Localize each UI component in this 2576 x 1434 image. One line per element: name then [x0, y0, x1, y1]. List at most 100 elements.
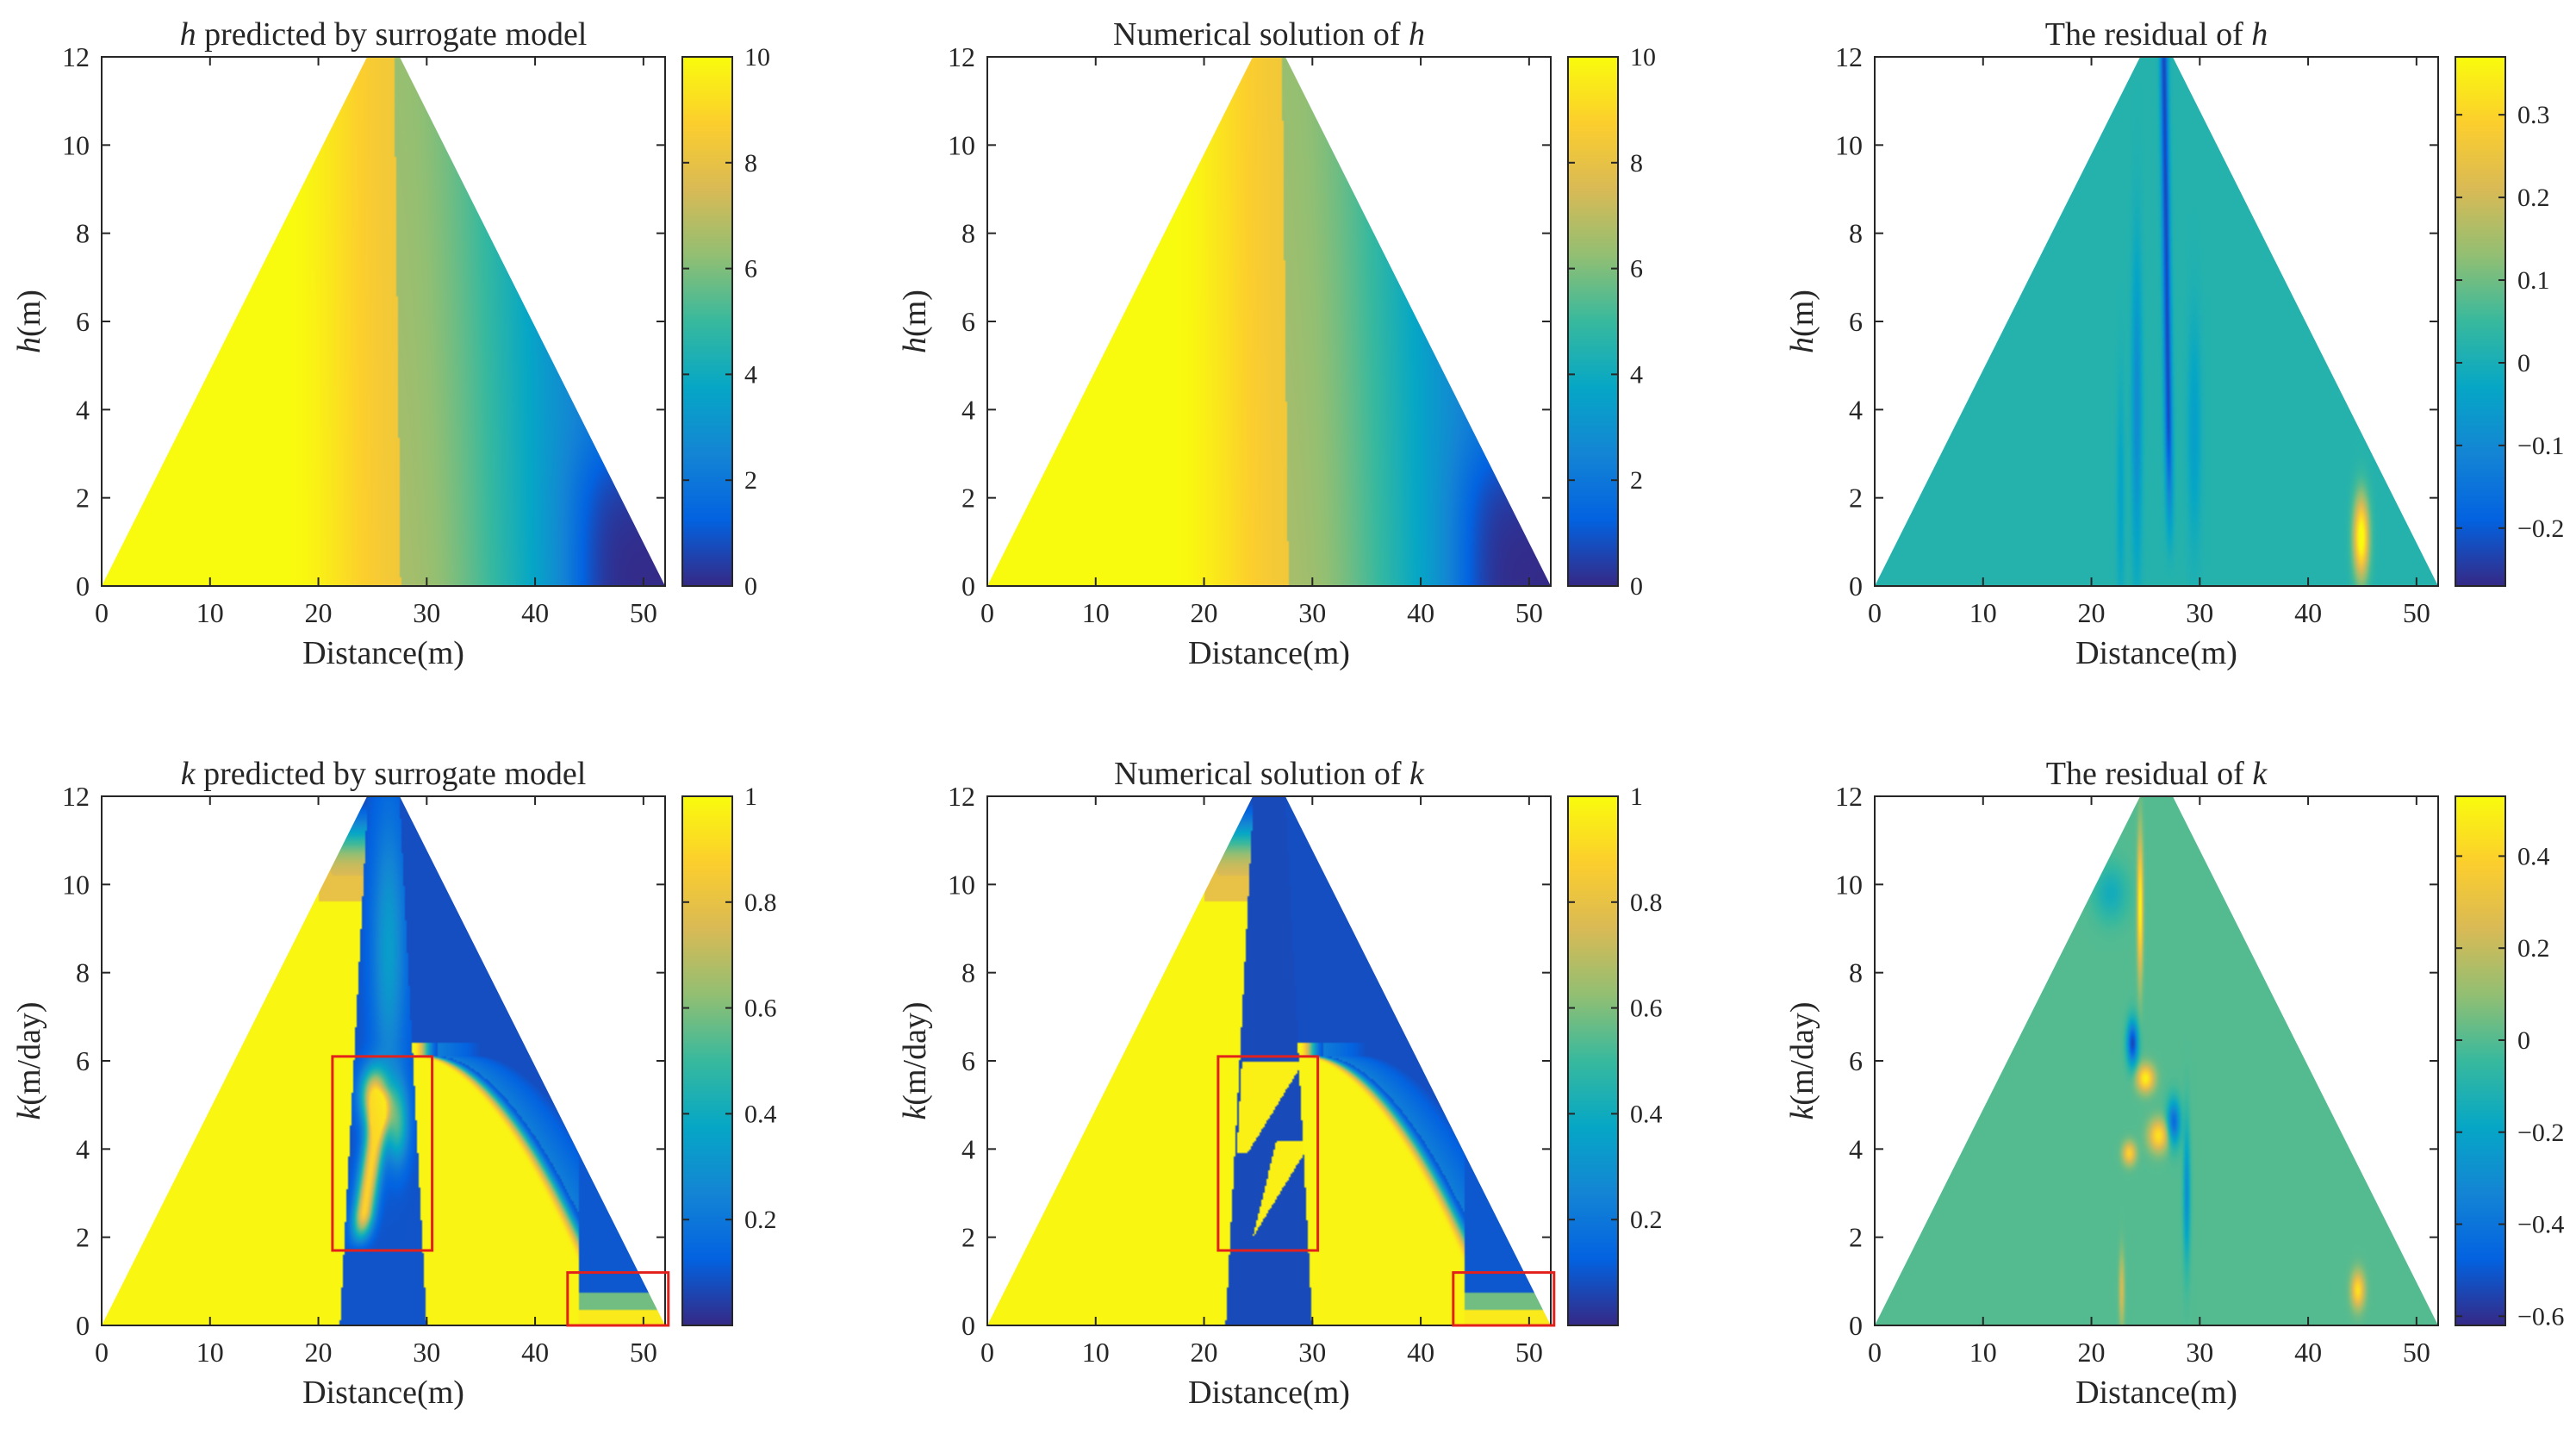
y-tick-label: 4 [1849, 1133, 1863, 1164]
chart-title: The residual of h [2045, 16, 2268, 53]
y-tick-label: 10 [1835, 129, 1863, 160]
colorbar-tick-label: 10 [744, 43, 770, 72]
y-tick-label: 4 [76, 394, 90, 425]
x-tick-label: 40 [521, 597, 549, 628]
x-axis-label: Distance(m) [1188, 1375, 1350, 1411]
colorbar-tick-label: 1 [1630, 782, 1643, 811]
y-axis-label: k(m/day) [11, 1001, 47, 1119]
x-tick-label: 50 [630, 1337, 657, 1368]
y-tick-label: 12 [62, 781, 90, 812]
x-tick-label: 40 [2294, 597, 2322, 628]
y-axis-label: k(m/day) [897, 1001, 933, 1119]
y-axis-label: h(m) [897, 290, 933, 353]
colorbar-tick-label: 0.1 [2517, 266, 2550, 295]
heatmap-k-res [1875, 796, 2438, 1325]
chart-title-var: k [1409, 756, 1425, 792]
panel-k-res: 0 10 20 30 40 50 0 2 4 6 8 10 12 The residual of k Dis… [1784, 756, 2564, 1411]
colorbar-frame [1567, 795, 1619, 1326]
y-axis-label: h(m) [11, 290, 47, 353]
chart-title: Numerical solution of h [1113, 16, 1425, 53]
x-tick-label: 0 [95, 1337, 109, 1368]
y-tick-label: 12 [948, 41, 975, 72]
chart-title: k predicted by surrogate model [181, 756, 587, 792]
y-axis-label-var: k [1784, 1105, 1820, 1120]
x-tick-label: 20 [2078, 597, 2106, 628]
x-tick-label: 0 [980, 597, 994, 628]
y-axis-label-unit: (m) [1784, 290, 1820, 337]
y-tick-label: 6 [1849, 1045, 1863, 1076]
chart-title-text: predicted by surrogate model [196, 756, 587, 792]
colorbar-tick-label: −0.6 [2517, 1302, 2564, 1331]
chart-title: Numerical solution of k [1114, 756, 1425, 792]
y-tick-label: 8 [1849, 218, 1863, 249]
panel-k-pred: 0 10 20 30 40 50 0 2 4 6 8 10 12 k predicted by surro… [11, 756, 777, 1411]
y-tick-label: 2 [961, 1222, 975, 1253]
chart-title: The residual of k [2046, 756, 2268, 792]
heatmap-h-pred [102, 57, 665, 586]
x-axis-label: Distance(m) [302, 635, 464, 671]
y-tick-label: 0 [1849, 1310, 1863, 1341]
x-tick-label: 20 [2078, 1337, 2106, 1368]
x-tick-label: 50 [2403, 1337, 2430, 1368]
y-tick-label: 2 [961, 483, 975, 514]
y-tick-label: 6 [76, 306, 90, 337]
colorbar-tick-label: 0 [1630, 572, 1643, 601]
x-tick-label: 50 [630, 597, 657, 628]
colorbar-tick-label: 6 [744, 255, 757, 284]
y-tick-label: 10 [948, 869, 975, 900]
y-tick-label: 6 [961, 1045, 975, 1076]
x-tick-label: 30 [413, 1337, 440, 1368]
colorbar-tick-label: 2 [1630, 466, 1643, 495]
chart-title-text: The residual of [2046, 756, 2253, 792]
colorbar-tick-label: 0.6 [744, 994, 777, 1023]
x-tick-label: 10 [1082, 1337, 1110, 1368]
colorbar-tick-label: 6 [1630, 255, 1643, 284]
y-axis-label: k(m/day) [1784, 1001, 1820, 1119]
y-axis-label-unit: (m) [897, 290, 933, 337]
highlight-box [566, 1271, 670, 1327]
heatmap-h-num [987, 57, 1551, 586]
y-axis-label-var: h [1784, 337, 1820, 353]
y-tick-label: 6 [961, 306, 975, 337]
colorbar-tick-label: 8 [744, 149, 757, 178]
colorbar-tick-label: 0 [744, 572, 757, 601]
x-axis-label: Distance(m) [2075, 1375, 2237, 1411]
y-tick-label: 8 [76, 218, 90, 249]
y-tick-label: 8 [961, 957, 975, 988]
y-axis-label-unit: (m/day) [897, 1001, 933, 1105]
x-tick-label: 30 [1298, 1337, 1326, 1368]
chart-title-var: k [2252, 756, 2268, 792]
y-tick-label: 8 [1849, 957, 1863, 988]
colorbar-tick-label: 4 [744, 360, 757, 389]
x-axis-label: Distance(m) [2075, 635, 2237, 671]
x-tick-label: 50 [2403, 597, 2430, 628]
heatmap-k-num [987, 796, 1551, 1325]
colorbar-tick-label: 0.2 [2517, 934, 2550, 963]
colorbar-tick-label: −0.2 [2517, 514, 2564, 543]
colorbar-tick-label: 0.2 [1630, 1206, 1663, 1234]
y-axis-label-var: k [11, 1105, 47, 1120]
colorbar [2455, 796, 2505, 1325]
x-tick-label: 40 [1407, 597, 1434, 628]
y-tick-label: 4 [961, 394, 975, 425]
colorbar-tick-label: 2 [744, 466, 757, 495]
y-tick-label: 2 [76, 483, 90, 514]
y-axis-label-unit: (m) [11, 290, 47, 337]
colorbar-tick-label: −0.4 [2517, 1211, 2564, 1239]
y-tick-label: 0 [961, 1310, 975, 1341]
x-tick-label: 20 [1191, 1337, 1218, 1368]
y-tick-label: 0 [961, 570, 975, 602]
y-tick-label: 12 [948, 781, 975, 812]
colorbar-tick-label: 8 [1630, 149, 1643, 178]
colorbar-tick-label: 0.8 [744, 888, 777, 917]
x-axis-label: Distance(m) [302, 1375, 464, 1411]
x-tick-label: 50 [1515, 1337, 1543, 1368]
x-tick-label: 40 [521, 1337, 549, 1368]
y-tick-label: 6 [76, 1045, 90, 1076]
y-axis-label-var: k [897, 1105, 933, 1120]
y-tick-label: 6 [1849, 306, 1863, 337]
colorbar [682, 57, 732, 586]
y-tick-label: 10 [1835, 869, 1863, 900]
chart-title-text: The residual of [2045, 16, 2252, 53]
